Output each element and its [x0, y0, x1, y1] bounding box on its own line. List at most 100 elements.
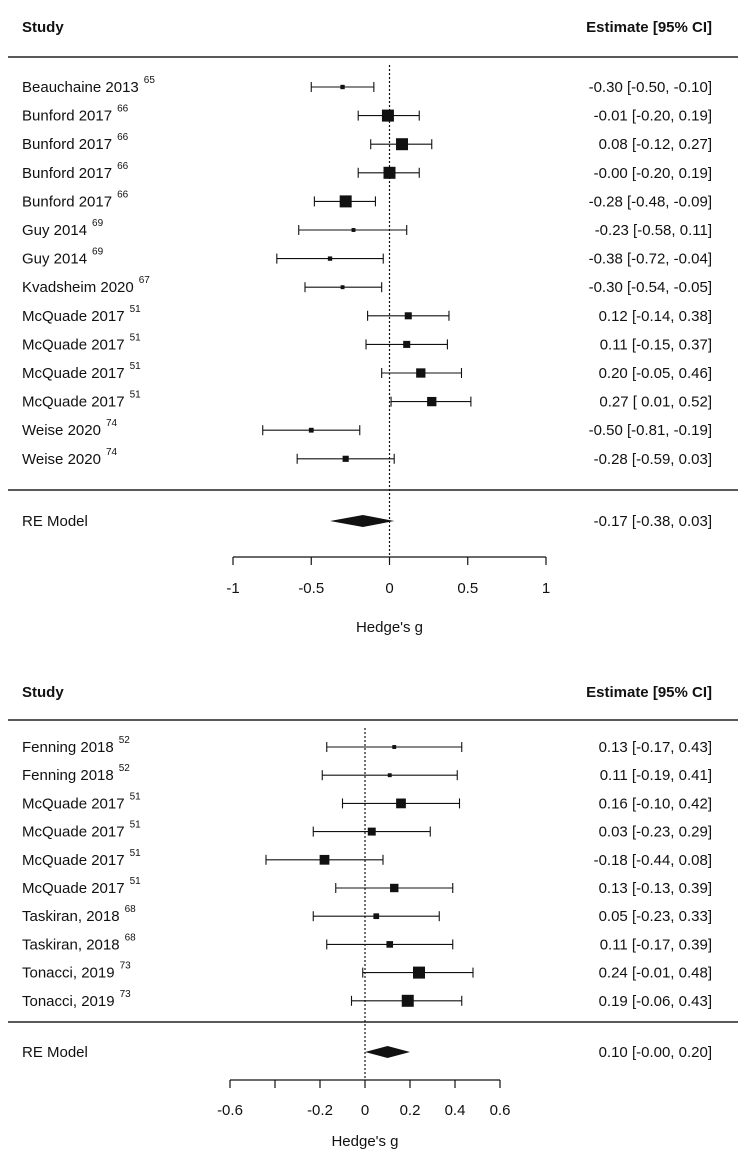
x-tick-label: 0.4: [445, 1102, 466, 1119]
study-reference: 65: [144, 75, 156, 86]
point-estimate: [351, 228, 356, 232]
study-name: Bunford 2017: [22, 136, 112, 153]
x-tick-label: 0: [385, 580, 393, 597]
estimate-column-header: Estimate [95% CI]: [586, 19, 712, 36]
x-tick-label: 0.5: [457, 580, 478, 597]
study-row: Bunford 2017 66 -0.00 [-0.20, 0.19]: [22, 161, 712, 182]
x-tick-label: 0.2: [400, 1102, 421, 1119]
study-row: McQuade 2017 51 0.12 [-0.14, 0.38]: [22, 304, 712, 325]
estimate-ci-text: 0.19 [-0.06, 0.43]: [599, 993, 712, 1010]
estimate-ci-text: 0.12 [-0.14, 0.38]: [599, 308, 712, 325]
x-tick-label: 1: [542, 580, 550, 597]
point-estimate: [340, 285, 345, 290]
estimate-ci-text: 0.16 [-0.10, 0.42]: [599, 795, 712, 812]
study-row: Fenning 2018 52 0.13 [-0.17, 0.43]: [22, 735, 712, 756]
study-column-header: Study: [22, 684, 64, 701]
study-name: Beauchaine 2013: [22, 79, 139, 96]
estimate-ci-text: -0.30 [-0.54, -0.05]: [589, 279, 712, 296]
study-reference: 66: [117, 161, 129, 172]
study-name: Taskiran, 2018: [22, 908, 120, 925]
study-reference: 74: [106, 447, 118, 458]
estimate-ci-text: -0.28 [-0.48, -0.09]: [589, 193, 712, 210]
study-reference: 66: [117, 189, 129, 200]
study-name: Weise 2020: [22, 451, 101, 468]
study-name: McQuade 2017: [22, 795, 125, 812]
study-row: McQuade 2017 51 0.03 [-0.23, 0.29]: [22, 820, 712, 841]
point-estimate: [319, 854, 330, 865]
study-row: Taskiran, 2018 68 0.11 [-0.17, 0.39]: [22, 932, 712, 953]
study-name: McQuade 2017: [22, 336, 125, 353]
study-reference: 67: [139, 275, 151, 286]
study-name: Weise 2020: [22, 422, 101, 439]
study-reference: 69: [92, 247, 104, 258]
estimate-ci-text: 0.11 [-0.15, 0.37]: [600, 336, 712, 353]
study-reference: 51: [130, 390, 142, 401]
point-estimate: [373, 913, 380, 920]
point-estimate: [413, 966, 425, 979]
estimate-ci-text: -0.50 [-0.81, -0.19]: [589, 422, 712, 439]
estimate-column-header: Estimate [95% CI]: [586, 684, 712, 701]
point-estimate: [390, 883, 399, 893]
study-row: Kvadsheim 2020 67 -0.30 [-0.54, -0.05]: [22, 275, 712, 296]
study-name: Fenning 2018: [22, 767, 114, 784]
point-estimate: [381, 109, 394, 122]
point-estimate: [416, 368, 426, 378]
study-column-header: Study: [22, 19, 64, 36]
study-name: McQuade 2017: [22, 308, 125, 325]
study-reference: 66: [117, 104, 129, 115]
study-reference: 73: [120, 961, 132, 972]
study-reference: 51: [130, 361, 142, 372]
point-estimate: [340, 84, 345, 90]
study-reference: 51: [130, 304, 142, 315]
study-name: Fenning 2018: [22, 739, 114, 756]
summary-row: RE Model -0.17 [-0.38, 0.03]: [22, 513, 712, 530]
study-name: McQuade 2017: [22, 394, 125, 411]
study-row: McQuade 2017 51 0.27 [ 0.01, 0.52]: [22, 390, 712, 411]
estimate-ci-text: 0.11 [-0.19, 0.41]: [600, 767, 712, 784]
estimate-ci-text: 0.13 [-0.17, 0.43]: [599, 739, 712, 756]
x-tick-label: -0.5: [298, 580, 324, 597]
study-row: McQuade 2017 51 -0.18 [-0.44, 0.08]: [22, 848, 712, 869]
estimate-ci-text: -0.18 [-0.44, 0.08]: [594, 852, 712, 869]
study-reference: 68: [125, 932, 137, 943]
forest-panel-1: Study Estimate [95% CI] Beauchaine 2013 65 -…: [8, 19, 738, 636]
study-name: Bunford 2017: [22, 165, 112, 182]
study-reference: 51: [130, 876, 142, 887]
summary-ci-text: -0.17 [-0.38, 0.03]: [594, 513, 712, 530]
summary-diamond: [365, 1046, 410, 1058]
study-name: Bunford 2017: [22, 108, 112, 125]
study-row: Tonacci, 2019 73 0.24 [-0.01, 0.48]: [22, 961, 712, 982]
study-row: Tonacci, 2019 73 0.19 [-0.06, 0.43]: [22, 989, 712, 1010]
estimate-ci-text: 0.24 [-0.01, 0.48]: [599, 965, 712, 982]
study-reference: 52: [119, 763, 131, 774]
estimate-ci-text: -0.38 [-0.72, -0.04]: [589, 251, 712, 268]
estimate-ci-text: -0.01 [-0.20, 0.19]: [594, 108, 712, 125]
estimate-ci-text: 0.20 [-0.05, 0.46]: [599, 365, 712, 382]
study-row: Guy 2014 69 -0.23 [-0.58, 0.11]: [22, 218, 712, 239]
point-estimate: [403, 340, 411, 348]
point-estimate: [308, 427, 314, 433]
study-row: McQuade 2017 51 0.13 [-0.13, 0.39]: [22, 876, 712, 897]
study-name: McQuade 2017: [22, 880, 125, 897]
point-estimate: [367, 827, 376, 836]
summary-label: RE Model: [22, 513, 88, 530]
x-tick-label: -1: [226, 580, 239, 597]
point-estimate: [392, 745, 397, 749]
study-reference: 66: [117, 132, 129, 143]
summary-ci-text: 0.10 [-0.00, 0.20]: [599, 1044, 712, 1061]
study-reference: 51: [130, 820, 142, 831]
point-estimate: [386, 941, 394, 948]
summary-diamond: [330, 515, 395, 527]
point-estimate: [404, 312, 412, 320]
summary-label: RE Model: [22, 1044, 88, 1061]
study-row: Weise 2020 74 -0.50 [-0.81, -0.19]: [22, 418, 712, 439]
study-row: Guy 2014 69 -0.38 [-0.72, -0.04]: [22, 247, 712, 268]
point-estimate: [387, 773, 392, 778]
study-name: Guy 2014: [22, 251, 87, 268]
estimate-ci-text: 0.11 [-0.17, 0.39]: [600, 936, 712, 953]
study-reference: 51: [130, 332, 142, 343]
study-name: Tonacci, 2019: [22, 993, 115, 1010]
estimate-ci-text: 0.03 [-0.23, 0.29]: [599, 824, 712, 841]
study-row: McQuade 2017 51 0.16 [-0.10, 0.42]: [22, 791, 712, 812]
